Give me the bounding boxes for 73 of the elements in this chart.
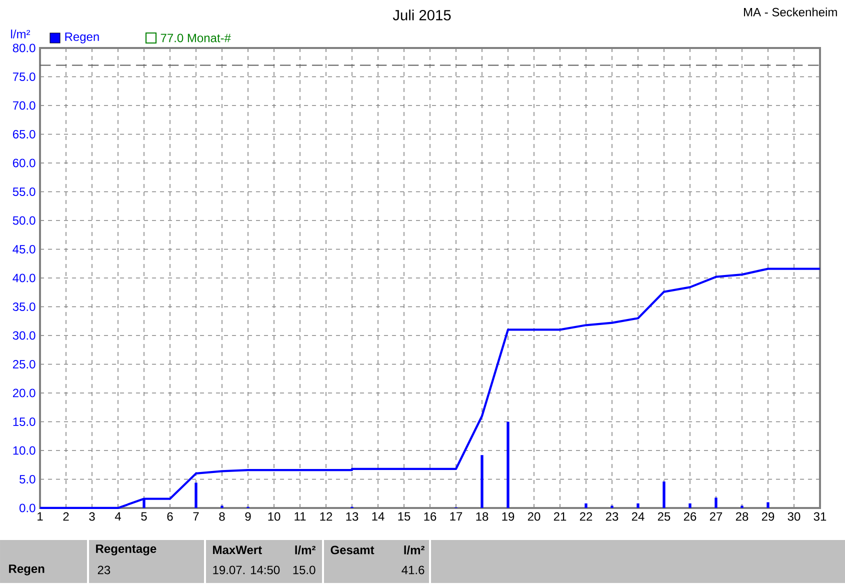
x-tick-label: 11	[294, 512, 306, 521]
x-tick-label: 18	[476, 512, 488, 521]
x-tick-label: 3	[89, 512, 95, 521]
bar	[714, 498, 718, 508]
text: Regentage	[96, 544, 156, 556]
bar	[688, 503, 692, 508]
x-tick-label: 17	[450, 512, 462, 521]
y-tick-label: 30.0	[12, 331, 36, 340]
bar	[480, 455, 484, 508]
text: 15.0	[293, 566, 316, 574]
x-tick-label: 24	[632, 512, 644, 521]
x-tick-label: 22	[580, 512, 592, 521]
x-tick-label: 25	[658, 512, 670, 521]
y-tick-label: 80.0	[12, 44, 36, 52]
text: 41.6	[402, 566, 424, 574]
x-tick-label: 23	[606, 512, 618, 521]
y-tick-label: 15.0	[13, 417, 36, 426]
x-tick-label: 2	[63, 512, 69, 521]
text: l/m²	[295, 546, 316, 554]
bar	[766, 502, 770, 508]
x-tick-label: 16	[424, 512, 436, 521]
y-tick-label: 55.0	[12, 187, 36, 196]
x-tick-label: 19	[502, 512, 514, 521]
x-tick-label: 31	[814, 512, 826, 521]
y-tick-label: 50.0	[12, 216, 36, 225]
chart-subtitle: MA - Seckenheim	[744, 8, 837, 16]
x-tick-label: 26	[684, 512, 696, 521]
text: 19.07. 14:50	[213, 566, 280, 574]
chart-title: Juli 2015	[392, 10, 451, 20]
text: l/m²	[404, 546, 424, 554]
x-tick-label: 13	[346, 512, 358, 521]
y-tick-label: 70.0	[12, 101, 36, 110]
x-tick-label: 1	[38, 512, 43, 521]
x-tick-label: 15	[398, 512, 410, 521]
bar	[636, 503, 640, 508]
bar	[506, 422, 510, 508]
x-tick-label: 8	[219, 512, 225, 521]
x-tick-label: 20	[528, 512, 540, 521]
x-tick-label: 10	[268, 512, 280, 521]
x-tick-label: 12	[320, 512, 332, 521]
bar	[584, 503, 588, 508]
x-tick-label: 29	[762, 512, 774, 521]
x-tick-label: 9	[245, 512, 251, 521]
x-tick-label: 28	[736, 512, 748, 521]
text: 23	[98, 566, 110, 574]
y-tick-label: 60.0	[12, 158, 36, 168]
y-tick-label: 35.0	[12, 302, 36, 311]
text: MaxWert	[213, 546, 262, 554]
y-tick-label: 25.0	[12, 360, 36, 368]
x-tick-label: 21	[554, 512, 566, 521]
x-tick-label: 7	[193, 512, 199, 521]
y-tick-label: 45.0	[12, 244, 36, 254]
x-tick-label: 6	[167, 512, 173, 521]
y-tick-label: 5.0	[20, 474, 36, 484]
x-tick-label: 30	[788, 512, 800, 521]
y-tick-label: 65.0	[12, 130, 36, 138]
x-tick-label: 4	[114, 512, 121, 521]
legend-label: Regen	[65, 32, 99, 44]
y-tick-label: 10.0	[13, 446, 36, 455]
x-tick-label: 5	[141, 512, 147, 521]
x-tick-label: 14	[372, 512, 384, 521]
y-tick-label: 40.0	[12, 274, 36, 282]
text: Regen	[9, 564, 44, 576]
y-tick-label: 0.0	[20, 504, 36, 512]
bar	[194, 482, 198, 508]
text: Gesamt	[330, 546, 374, 554]
x-tick-label: 27	[710, 512, 722, 521]
bar	[662, 482, 666, 508]
ref-line-label: 77.0 Monat-#	[160, 34, 231, 42]
line-series	[38, 268, 822, 510]
y-axis-title: l/m²	[11, 30, 30, 38]
y-tick-label: 75.0	[12, 72, 36, 81]
y-tick-label: 20.0	[12, 388, 36, 398]
